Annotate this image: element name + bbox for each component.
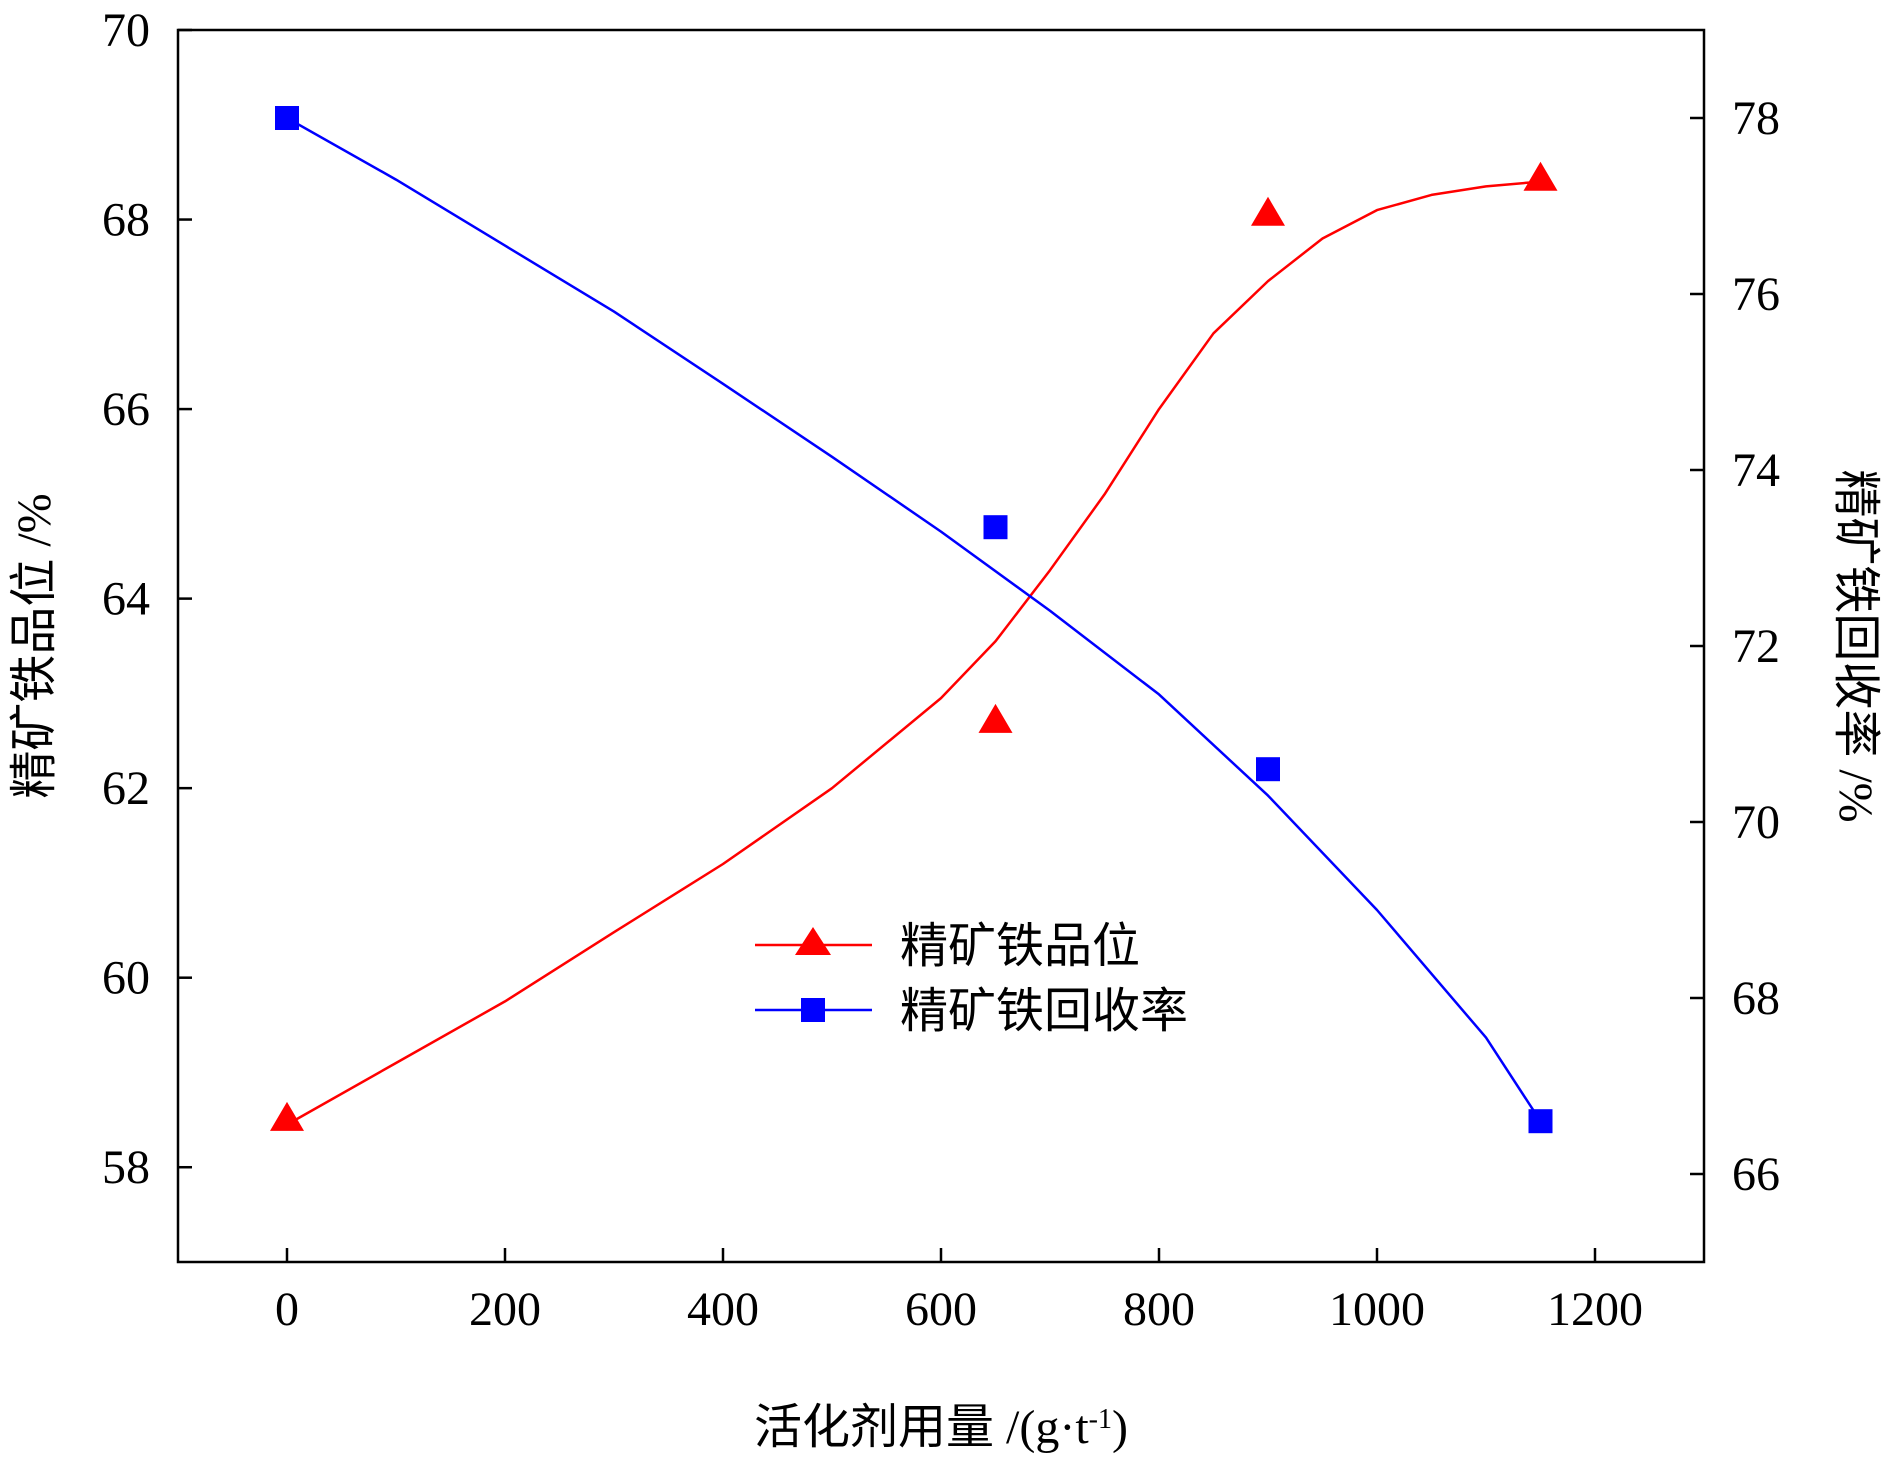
series-1-marker bbox=[275, 106, 299, 130]
left-y-tick-label: 66 bbox=[102, 383, 150, 436]
series-1-fit-line bbox=[286, 116, 1542, 1122]
right-y-tick-label: 76 bbox=[1732, 268, 1780, 321]
data-markers bbox=[270, 106, 1558, 1134]
right-y-tick-label: 72 bbox=[1732, 620, 1780, 673]
series-0-fit-line bbox=[286, 180, 1541, 1126]
x-tick-label: 400 bbox=[687, 1283, 759, 1336]
left-y-axis-label: 精矿铁品位 /% bbox=[8, 493, 61, 798]
right-y-tick-label: 78 bbox=[1732, 92, 1780, 145]
left-y-tick-label: 70 bbox=[102, 4, 150, 57]
fit-curves bbox=[286, 116, 1542, 1126]
left-y-tick-label: 64 bbox=[102, 573, 150, 626]
legend-marker-grade bbox=[795, 927, 831, 955]
right-y-tick-label: 74 bbox=[1732, 444, 1780, 497]
left-y-tick-label: 62 bbox=[102, 762, 150, 815]
left-y-tick-label: 68 bbox=[102, 194, 150, 247]
legend: 精矿铁品位 精矿铁回收率 bbox=[755, 920, 1188, 1038]
series-1-marker bbox=[1528, 1109, 1553, 1134]
left-y-axis-ticks: 58 60 62 64 66 68 70 bbox=[102, 4, 192, 1194]
x-axis-label: 活化剂用量 /(g·t-1) bbox=[754, 1401, 1128, 1454]
x-tick-label: 600 bbox=[905, 1283, 977, 1336]
x-tick-label: 0 bbox=[275, 1283, 299, 1336]
series-1-marker bbox=[1256, 757, 1280, 782]
x-tick-label: 1000 bbox=[1329, 1283, 1425, 1336]
x-tick-label: 800 bbox=[1123, 1283, 1195, 1336]
left-y-tick-label: 60 bbox=[102, 952, 150, 1005]
legend-label-recovery: 精矿铁回收率 bbox=[900, 985, 1188, 1038]
plot-frame bbox=[176, 28, 1706, 1264]
x-tick-label: 1200 bbox=[1547, 1283, 1643, 1336]
right-y-tick-label: 66 bbox=[1732, 1148, 1780, 1201]
legend-marker-recovery bbox=[801, 998, 825, 1022]
legend-label-grade: 精矿铁品位 bbox=[900, 920, 1140, 973]
right-y-tick-label: 68 bbox=[1732, 972, 1780, 1025]
series-0-marker bbox=[1251, 196, 1285, 226]
x-tick-label: 200 bbox=[469, 1283, 541, 1336]
right-y-tick-label: 70 bbox=[1732, 796, 1780, 849]
left-y-tick-label: 58 bbox=[102, 1141, 150, 1194]
right-y-axis-ticks: 66 68 70 72 74 76 78 bbox=[1690, 92, 1780, 1201]
series-0-marker bbox=[978, 703, 1013, 733]
right-y-axis-label: 精矿铁回收率 /% bbox=[1829, 469, 1882, 822]
x-axis-ticks: 0 200 400 600 800 1000 1200 bbox=[275, 1248, 1643, 1336]
series-1-marker bbox=[983, 515, 1008, 540]
series-0-marker bbox=[270, 1101, 304, 1131]
series-0-marker bbox=[1523, 161, 1558, 191]
